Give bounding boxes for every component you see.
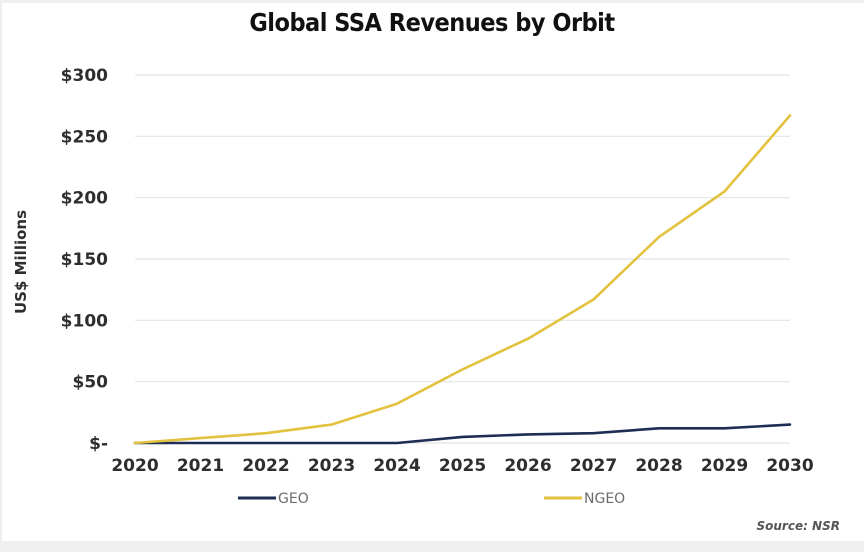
x-tick-label: 2020 bbox=[111, 456, 158, 476]
x-tick-label: 2024 bbox=[373, 456, 420, 476]
chart-title: Global SSA Revenues by Orbit bbox=[249, 8, 615, 37]
legend: GEO NGEO bbox=[238, 491, 625, 507]
chart-card bbox=[2, 3, 864, 541]
series-line-ngeo bbox=[133, 114, 792, 445]
gridlines bbox=[135, 74, 790, 444]
x-tick-label: 2023 bbox=[308, 456, 355, 476]
y-tick-label: $- bbox=[89, 434, 108, 454]
y-axis-ticks: $- $50 $100 $150 $200 $250 $300 bbox=[61, 66, 108, 454]
x-tick-label: 2022 bbox=[242, 456, 289, 476]
x-tick-label: 2030 bbox=[766, 456, 813, 476]
x-tick-label: 2027 bbox=[570, 456, 617, 476]
y-tick-label: $100 bbox=[61, 311, 108, 331]
x-tick-label: 2021 bbox=[177, 456, 224, 476]
y-tick-label: $300 bbox=[61, 66, 108, 86]
y-tick-label: $200 bbox=[61, 189, 108, 209]
source-note: Source: NSR bbox=[756, 519, 840, 533]
x-axis-ticks: 2020 2021 2022 2023 2024 2025 2026 2027 2028 2029… bbox=[111, 456, 813, 476]
y-tick-label: $150 bbox=[61, 250, 108, 270]
x-tick-label: 2029 bbox=[701, 456, 748, 476]
x-tick-label: 2025 bbox=[439, 456, 486, 476]
legend-label-geo: GEO bbox=[278, 491, 309, 507]
y-tick-label: $250 bbox=[61, 127, 108, 147]
y-axis-label: US$ Millions bbox=[12, 210, 30, 314]
legend-label-ngeo: NGEO bbox=[584, 491, 625, 507]
series-line-geo bbox=[133, 423, 792, 445]
y-tick-label: $50 bbox=[73, 373, 109, 393]
series-lines bbox=[133, 114, 792, 445]
x-tick-label: 2028 bbox=[635, 456, 682, 476]
x-tick-label: 2026 bbox=[504, 456, 551, 476]
